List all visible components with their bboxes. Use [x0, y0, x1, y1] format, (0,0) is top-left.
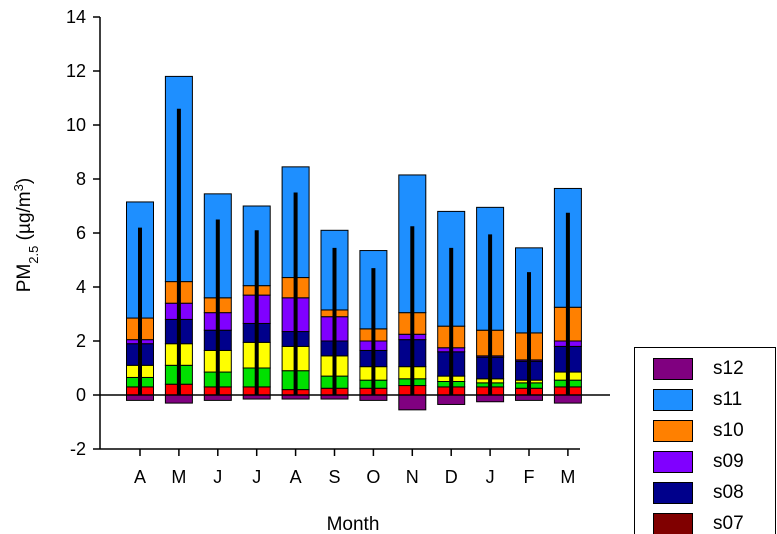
y-tick-label-6: 10 — [66, 115, 86, 135]
legend-swatch — [653, 451, 693, 473]
x-tick-label-6: O — [366, 467, 380, 487]
y-tick-label-0: -2 — [70, 439, 86, 459]
x-tick-label-4: A — [290, 467, 302, 487]
y-tick-label-4: 6 — [76, 223, 86, 243]
y-tick-label-3: 4 — [76, 277, 86, 297]
legend-label: s12 — [713, 358, 744, 379]
legend-label: s11 — [713, 389, 743, 410]
x-tick-label-3: J — [252, 467, 261, 487]
x-tick-label-2: J — [213, 467, 222, 487]
x-tick-label-7: N — [406, 467, 419, 487]
x-tick-label-5: S — [328, 467, 340, 487]
bar-s12-1 — [164, 394, 193, 404]
y-tick-label-2: 2 — [76, 331, 86, 351]
x-axis-title: Month — [327, 514, 380, 533]
bar-s12-2 — [203, 394, 232, 401]
bar-s12-7 — [398, 394, 427, 411]
bar-s12-0 — [126, 394, 154, 401]
x-tick-label-1: M — [171, 467, 186, 487]
legend-label: s09 — [713, 451, 744, 472]
legend-swatch — [653, 358, 693, 380]
legend: s12 s11 s10 s09 s08 s07 — [634, 347, 776, 534]
x-tick-label-10: F — [524, 467, 535, 487]
y-tick-label-8: 14 — [66, 7, 86, 27]
x-tick-label-0: A — [134, 467, 146, 487]
x-tick-label-9: J — [486, 467, 495, 487]
y-axis-title-sup: 3 — [11, 184, 26, 191]
legend-swatch — [653, 513, 693, 534]
legend-label: s10 — [713, 420, 744, 441]
bar-s12-9 — [476, 394, 505, 403]
legend-swatch — [653, 420, 693, 442]
y-axis-title-close: ) — [14, 178, 35, 184]
bar-s12-6 — [359, 394, 388, 401]
bar-s12-10 — [515, 394, 543, 401]
legend-label: s07 — [713, 513, 744, 534]
y-axis-title-main: PM — [14, 264, 35, 293]
axes-group: A M J J A S O N D J F M -2 0 2 4 6 8 10 12 14 — [66, 7, 610, 487]
legend-swatch — [653, 482, 693, 504]
error-bars-group — [138, 108, 570, 395]
y-tick-label-5: 8 — [76, 169, 86, 189]
y-tick-label-7: 12 — [66, 61, 86, 81]
y-axis-title-sub: 2.5 — [26, 246, 41, 264]
bar-s12-11 — [553, 394, 582, 404]
legend-swatch — [653, 389, 693, 411]
legend-label: s08 — [713, 482, 744, 503]
y-axis-title: PM2.5 (µg/m3) — [11, 178, 41, 292]
bars-group — [126, 75, 582, 411]
x-tick-label-11: M — [560, 467, 575, 487]
y-axis-title-unit: (µg/m — [14, 191, 35, 245]
bar-s12-8 — [437, 394, 466, 405]
x-tick-label-8: D — [445, 467, 458, 487]
y-tick-label-1: 0 — [76, 385, 86, 405]
